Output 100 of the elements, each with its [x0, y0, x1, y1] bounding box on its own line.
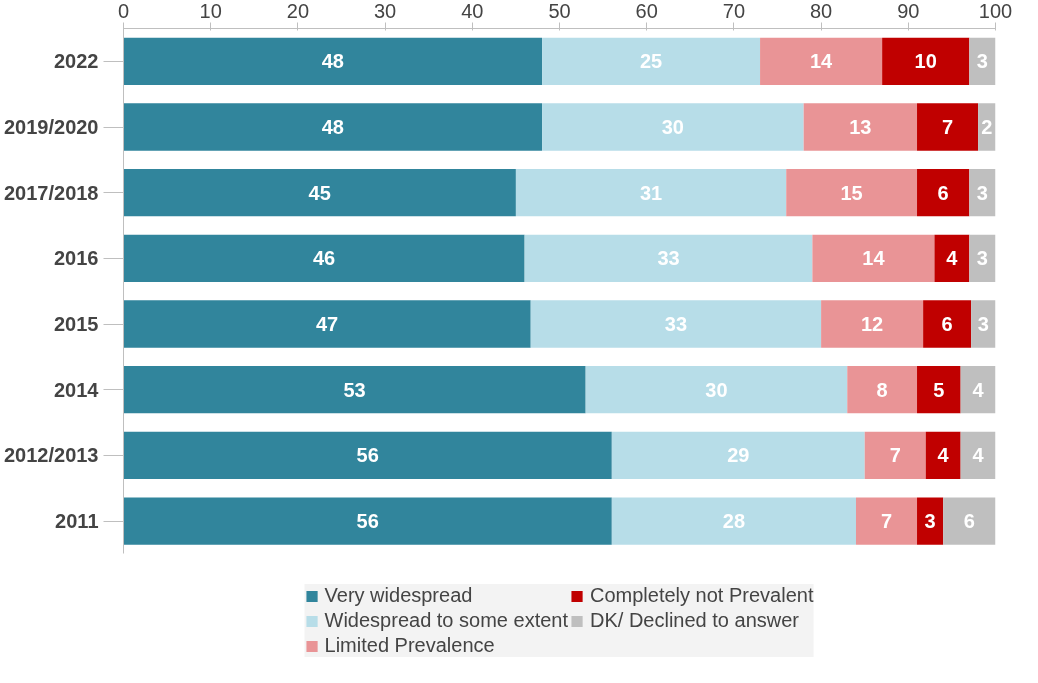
- y-tick-label: 2022: [54, 50, 99, 73]
- bar: [917, 366, 961, 414]
- data-label: 47: [315, 313, 339, 336]
- bar: [760, 37, 883, 85]
- y-tick-label: 2015: [54, 313, 99, 336]
- data-label: 46: [312, 247, 336, 270]
- data-label: 25: [639, 50, 663, 73]
- bar: [925, 431, 961, 479]
- bar: [542, 103, 804, 151]
- bar: [123, 497, 612, 545]
- data-label: 3: [924, 510, 936, 533]
- bar: [943, 497, 996, 545]
- data-label: 29: [727, 444, 750, 467]
- bar: [123, 234, 525, 282]
- x-tick-label: 100: [978, 0, 1013, 22]
- bar: [923, 300, 972, 348]
- data-label: 6: [963, 510, 975, 533]
- data-label: 30: [705, 378, 728, 401]
- bar: [917, 103, 979, 151]
- bar: [123, 431, 612, 479]
- data-label: 45: [308, 181, 331, 204]
- bar: [960, 431, 996, 479]
- bar: [917, 169, 970, 217]
- data-label: 5: [933, 378, 945, 401]
- x-tick-label: 80: [809, 0, 833, 22]
- data-label: 28: [722, 510, 746, 533]
- bar: [786, 169, 918, 217]
- bar: [123, 103, 543, 151]
- bar: [123, 366, 586, 414]
- x-tick-label: 10: [199, 0, 222, 22]
- data-label: 7: [941, 116, 954, 139]
- legend-label: DK/ Declined to answer: [590, 609, 799, 632]
- x-tick-label: 70: [722, 0, 746, 22]
- data-label: 4: [937, 444, 950, 467]
- bar: [515, 169, 787, 217]
- bar: [123, 169, 516, 217]
- bar: [969, 234, 996, 282]
- bar: [969, 169, 996, 217]
- bar: [934, 234, 970, 282]
- bar: [524, 234, 813, 282]
- bar: [611, 431, 865, 479]
- data-label: 48: [321, 50, 344, 73]
- bar: [864, 431, 926, 479]
- data-label: 6: [941, 313, 953, 336]
- data-label: 4: [972, 444, 985, 467]
- bar: [585, 366, 848, 414]
- data-label: 53: [343, 378, 366, 401]
- data-label: 12: [860, 313, 884, 336]
- legend-label: Widespread to some extent: [324, 609, 569, 632]
- x-tick-label: 90: [897, 0, 920, 22]
- bar: [960, 366, 996, 414]
- bar: [882, 37, 970, 85]
- data-label: 3: [977, 313, 989, 336]
- data-label: 7: [889, 444, 901, 467]
- data-label: 13: [849, 116, 872, 139]
- x-tick-label: 20: [286, 0, 310, 22]
- data-label: 56: [356, 510, 379, 533]
- data-label: 10: [914, 50, 937, 73]
- bar: [611, 497, 856, 545]
- legend-label: Limited Prevalence: [324, 634, 495, 657]
- legend-label: Completely not Prevalent: [590, 584, 814, 607]
- bar: [847, 366, 918, 414]
- bar: [123, 37, 543, 85]
- data-label: 3: [976, 181, 988, 204]
- data-label: 33: [657, 247, 680, 270]
- data-label: 3: [976, 50, 988, 73]
- data-label: 7: [880, 510, 893, 533]
- bar: [812, 234, 935, 282]
- bar: [821, 300, 924, 348]
- data-label: 14: [862, 247, 886, 270]
- data-label: 15: [840, 181, 863, 204]
- data-label: 4: [946, 247, 959, 270]
- data-label: 4: [972, 378, 985, 401]
- data-label: 30: [661, 116, 684, 139]
- data-label: 14: [809, 50, 834, 73]
- x-tick-label: 60: [635, 0, 658, 22]
- y-tick-label: 2014: [54, 378, 100, 401]
- y-tick-label: 2011: [55, 510, 99, 533]
- bar: [969, 37, 996, 85]
- data-label: 56: [356, 444, 379, 467]
- data-label: 48: [321, 116, 344, 139]
- data-label: 8: [876, 378, 888, 401]
- y-tick-label: 2017/2018: [3, 181, 99, 204]
- x-tick-label: 50: [548, 0, 571, 22]
- x-tick-label: 40: [461, 0, 484, 22]
- data-label: 6: [937, 181, 949, 204]
- bar: [803, 103, 918, 151]
- bar: [542, 37, 761, 85]
- x-tick-label: 0: [117, 0, 130, 22]
- y-tick-label: 2016: [54, 247, 99, 270]
- bar: [855, 497, 918, 545]
- data-label: 3: [976, 247, 988, 270]
- x-tick-label: 30: [373, 0, 397, 22]
- data-label: 31: [639, 181, 663, 204]
- data-label: 2: [981, 116, 993, 139]
- y-tick-label: 2012/2013: [3, 444, 99, 467]
- legend-label: Very widespread: [324, 584, 473, 607]
- bar: [971, 300, 996, 348]
- y-tick-label: 2019/2020: [3, 116, 99, 139]
- bar: [530, 300, 822, 348]
